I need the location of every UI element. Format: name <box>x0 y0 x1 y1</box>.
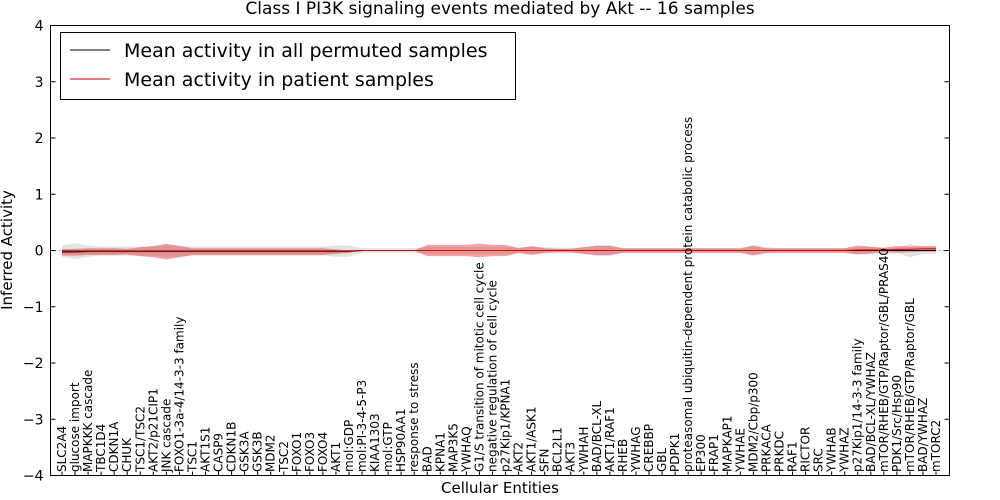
category-label: HSP90AA1 <box>394 408 408 472</box>
category-label: BAD/YWHAZ <box>916 398 930 472</box>
category-label: CHUK <box>120 437 134 472</box>
category-label: MAPKAP1 <box>720 415 734 472</box>
y-tick-label: 3 <box>35 75 44 91</box>
category-label: proteasomal ubiquitin-dependent protein … <box>681 117 695 472</box>
category-label: TSC1/TSC2 <box>133 406 147 473</box>
category-label: FOXO4 <box>316 432 330 472</box>
legend-box <box>60 32 516 100</box>
category-label: FOXO1 <box>290 432 304 472</box>
category-label: PDPK1 <box>668 433 682 472</box>
category-label: GSK3B <box>251 431 265 472</box>
category-label: MDM2 <box>264 434 278 472</box>
category-label: CDKN1A <box>107 421 121 472</box>
category-label: CREBBP <box>642 424 656 472</box>
category-label: BAD/BCL-XL/YWHAZ <box>864 352 878 472</box>
category-label: TBC1D4 <box>94 424 108 473</box>
category-label: G1/S transition of mitotic cell cycle <box>472 262 486 472</box>
spread-bands <box>62 243 936 260</box>
category-label: GSK3A <box>238 431 252 472</box>
category-label: AKT2/p21CIP1 <box>146 388 160 472</box>
category-label: YWHAZ <box>838 427 852 473</box>
band-permuted <box>62 243 936 259</box>
category-label: BAD <box>420 446 434 472</box>
category-label: TSC2 <box>277 441 291 473</box>
category-label: YWHAE <box>733 428 747 473</box>
y-tick-label: −2 <box>23 356 44 372</box>
category-label: p27Kip1/14-3-3 family <box>851 339 865 472</box>
category-label: glucose import <box>68 382 82 472</box>
category-label: MAPKKK cascade <box>81 370 95 472</box>
category-label: SFN <box>538 449 552 473</box>
category-label: response to stress <box>407 362 421 472</box>
category-label: AKT1 <box>329 442 343 472</box>
category-label: KIAA1303 <box>368 413 382 472</box>
category-label: YWHAH <box>577 427 591 473</box>
category-label: negative regulation of cell cycle <box>485 280 499 472</box>
category-label: FRAP1 <box>707 434 721 472</box>
y-tick-label: 0 <box>35 244 44 260</box>
legend: Mean activity in all permuted samples Me… <box>60 32 516 100</box>
category-label: GBL <box>655 447 669 472</box>
category-label: PRKACA <box>759 423 773 472</box>
category-label: PRKDC <box>772 431 786 472</box>
legend-label-permuted: Mean activity in all permuted samples <box>124 40 487 62</box>
category-label: mTOR/RHEB/GTP/Raptor/GBL/PRAS40 <box>877 248 891 472</box>
category-label: YWHAB <box>825 427 839 473</box>
category-label: YWHAQ <box>459 426 473 473</box>
category-label: SLC2A4 <box>55 426 69 472</box>
category-label: RHEB <box>616 439 630 472</box>
category-label: TSC1 <box>185 441 199 473</box>
category-label: YWHAG <box>629 426 643 473</box>
band-patient <box>62 243 936 260</box>
category-label: CDKN1B <box>225 422 239 472</box>
x-axis-categories: SLC2A4 glucose import MAPKKK cascade TBC1D4… <box>55 117 943 476</box>
category-label: FOXO3 <box>303 432 317 472</box>
category-label: mol:PI-3-4-5-P3 <box>355 380 369 472</box>
chart-title: Class I PI3K signaling events mediated b… <box>245 0 754 19</box>
category-label: MDM2/Cbp/p300 <box>746 372 760 472</box>
category-label: BCL2L1 <box>551 427 565 472</box>
category-label: AKT2 <box>512 442 526 472</box>
category-label: CASP9 <box>212 433 226 472</box>
y-tick-label: 1 <box>35 187 44 203</box>
category-label: RICTOR <box>799 427 813 472</box>
y-tick-label: −4 <box>23 469 44 485</box>
category-label: mTORC2 <box>929 420 943 472</box>
category-label: p27Kip1/KPNA1 <box>499 379 513 472</box>
category-label: mol:GTP <box>381 422 395 472</box>
category-label: MAP3K5 <box>446 423 460 472</box>
legend-label-patient: Mean activity in patient samples <box>124 69 434 91</box>
category-label: SRC <box>812 448 826 472</box>
y-tick-label: −3 <box>23 412 44 428</box>
y-axis: 4 3 2 1 0 −1 −2 −3 −4 <box>23 19 950 485</box>
y-tick-label: 2 <box>35 131 44 147</box>
category-label: BAD/BCL-XL <box>590 400 604 472</box>
y-axis-label: Inferred Activity <box>0 190 16 310</box>
category-label: AKT1/ASK1 <box>525 407 539 472</box>
category-label: JNK cascade <box>159 399 173 473</box>
category-label: AKT3 <box>564 442 578 472</box>
category-label: FOXO1-3a-4/14-3-3 family <box>172 317 186 473</box>
line-patient <box>62 248 936 253</box>
category-label: RAF1 <box>786 441 800 472</box>
series-lines <box>62 248 936 253</box>
category-label: PDK1/Src/Hsp90 <box>890 375 904 472</box>
y-tick-label: 4 <box>35 19 44 35</box>
x-axis-label: Cellular Entities <box>441 479 559 497</box>
category-label: mTOR/RHEB/GTP/Raptor/GBL <box>903 298 917 472</box>
y-tick-label: −1 <box>23 300 44 316</box>
category-label: mol:GDP <box>342 420 356 472</box>
category-label: AKT1S1 <box>198 427 212 472</box>
category-label: EP300 <box>694 434 708 472</box>
category-label: KPNA1 <box>433 432 447 472</box>
category-label: AKT1/RAF1 <box>603 407 617 472</box>
